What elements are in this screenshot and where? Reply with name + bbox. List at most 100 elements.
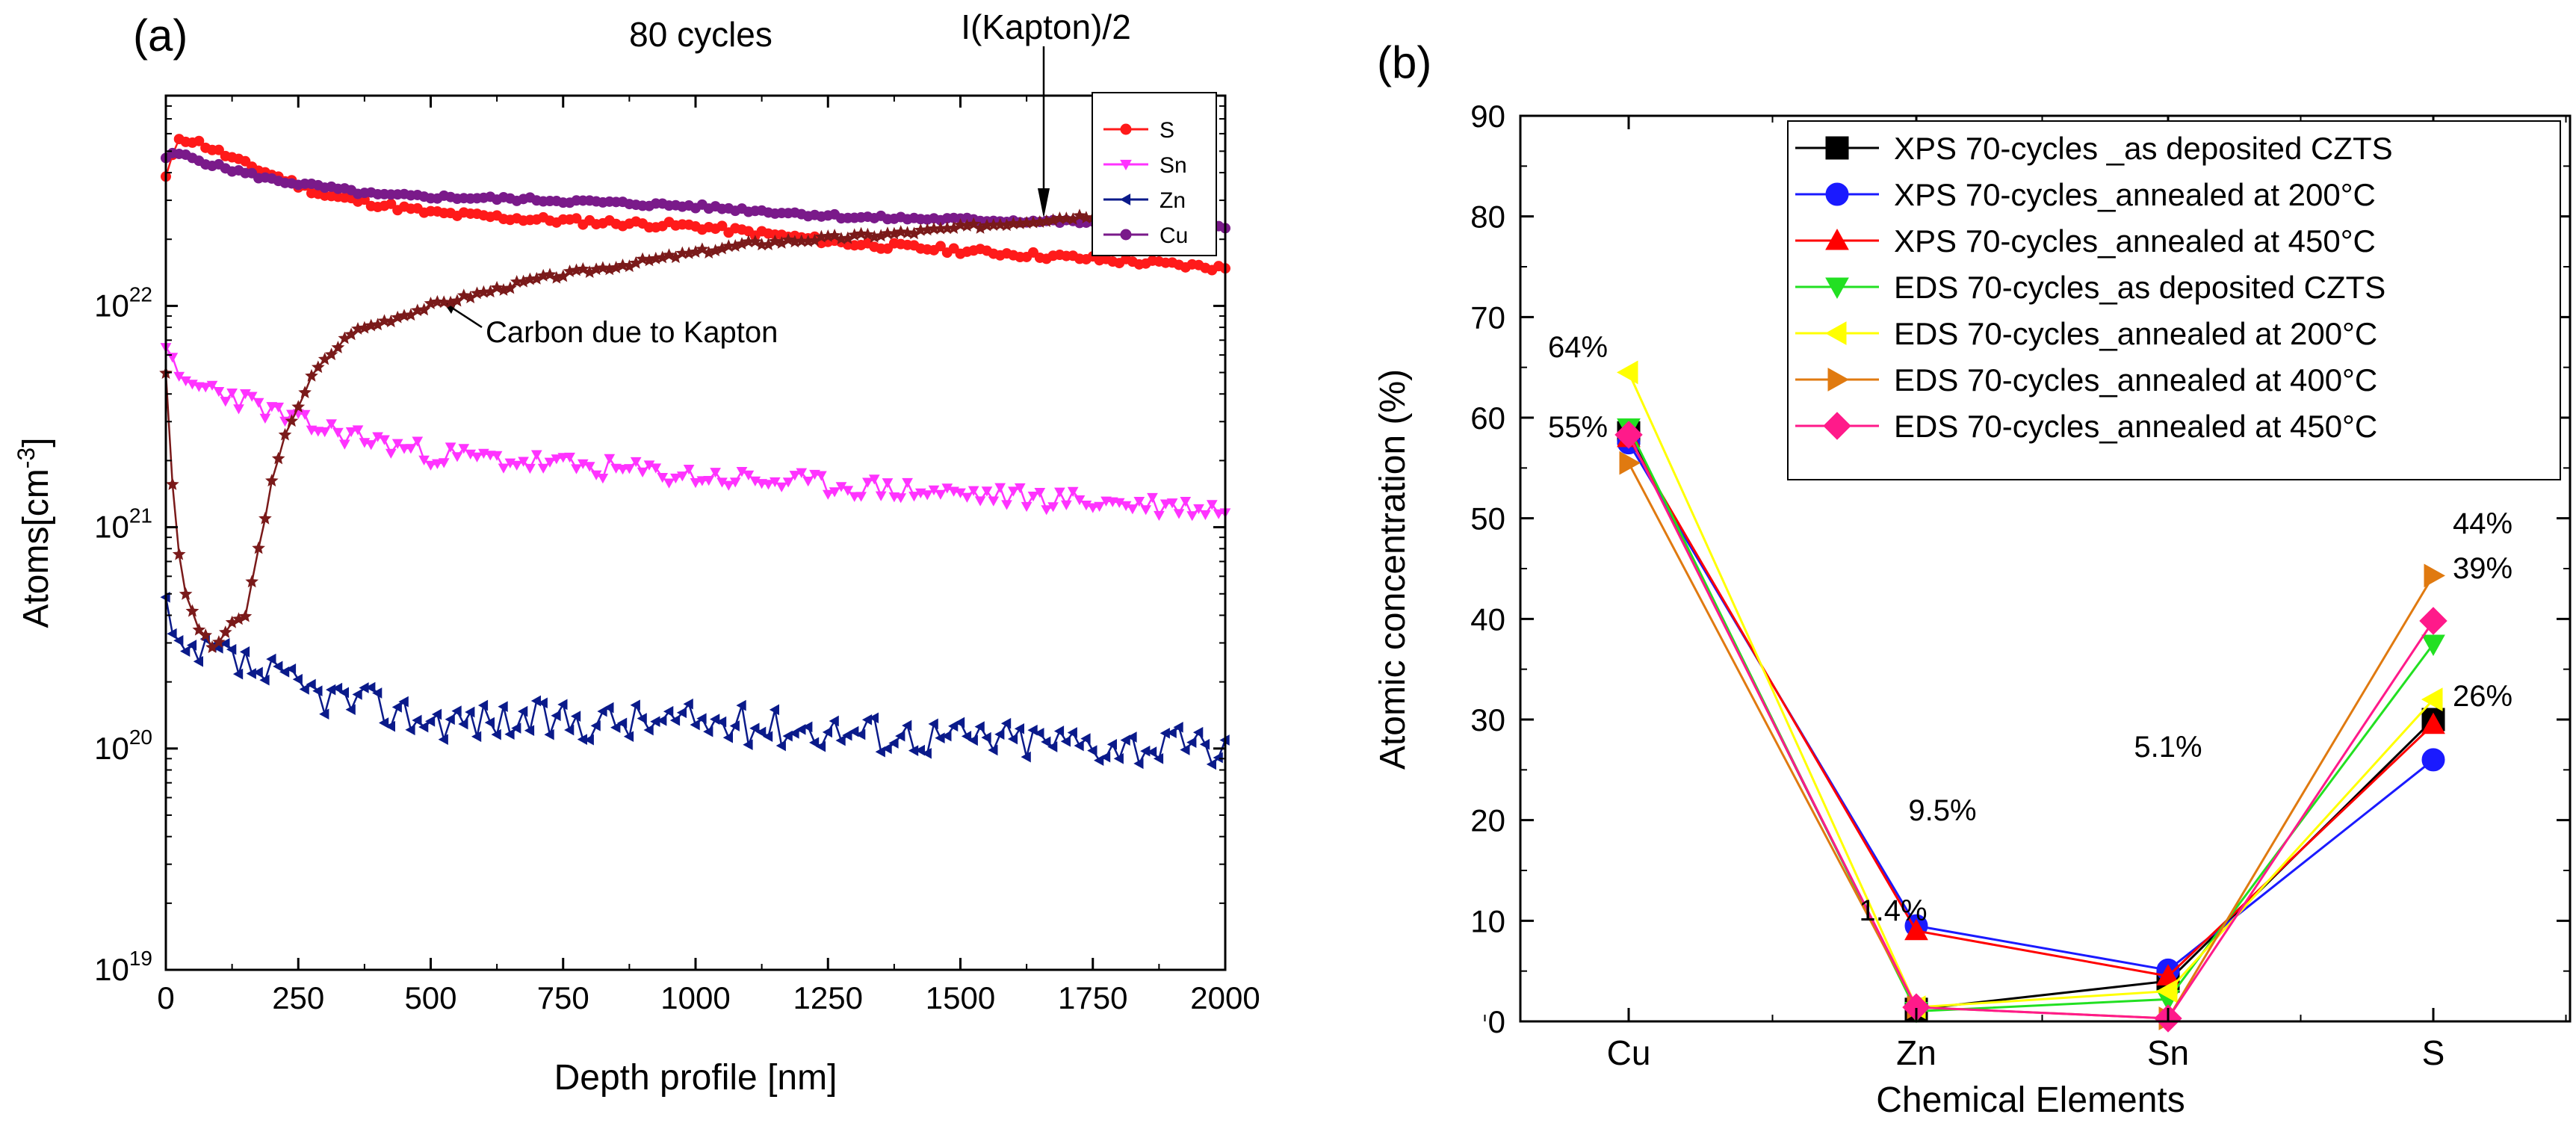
data-point-sn (962, 492, 973, 503)
data-point-zn (1173, 721, 1183, 733)
data-point-sn (789, 471, 801, 481)
data-point-zn (875, 746, 885, 758)
data-point-zn (285, 663, 297, 675)
data-point-zn (888, 737, 899, 749)
data-point-sn (273, 402, 285, 413)
data-point-sn (1074, 495, 1086, 506)
panel-a-legend-entries: S Sn Zn Cu (1103, 118, 1188, 248)
data-point-c (900, 226, 914, 239)
series-sn (160, 343, 1231, 522)
data-point-zn (570, 711, 581, 722)
data-point-sn (299, 409, 311, 421)
data-point-zn (1146, 746, 1157, 758)
data-point (2421, 634, 2445, 657)
data-point-sn (319, 427, 331, 438)
data-point-zn (974, 721, 985, 732)
y-tick-label: 10 (1470, 903, 1505, 938)
annotation-label: 39% (2453, 552, 2512, 585)
data-point-zn (590, 720, 601, 731)
data-point-zn (1087, 745, 1097, 756)
panel-b-legend-box (1787, 120, 2561, 480)
data-point-sn (1087, 503, 1099, 513)
data-point-zn (669, 714, 681, 726)
data-point-c (291, 400, 306, 413)
data-point-sn (1186, 511, 1198, 522)
data-point-zn (1133, 758, 1144, 770)
data-point-sn (471, 452, 483, 462)
data-point-zn (643, 724, 654, 736)
series-zn (160, 591, 1230, 770)
y-tick-label: 70 (1470, 300, 1505, 335)
data-point-zn (935, 732, 945, 744)
data-point-sn (345, 427, 357, 438)
data-point-sn (213, 387, 225, 397)
data-point-sn (518, 457, 529, 467)
legend-marker (1120, 159, 1132, 171)
annotation-label: 26% (2453, 680, 2512, 713)
data-point-sn (722, 480, 734, 491)
data-point-zn (1027, 724, 1038, 736)
y-tick-exponent: 22 (129, 282, 152, 306)
data-point-sn (1180, 497, 1192, 507)
data-point-sn (451, 452, 463, 462)
data-point-sn (1027, 492, 1039, 502)
data-point-zn (690, 719, 700, 731)
data-point-sn (1213, 509, 1224, 519)
data-point-sn (994, 483, 1006, 493)
data-point-zn (1213, 752, 1223, 764)
y-tick-label: 1021 (94, 504, 152, 545)
data-point-sn (1047, 502, 1059, 513)
data-point-sn (1034, 488, 1046, 498)
y-tick-label: 1020 (94, 726, 152, 766)
x-tick-label: 1250 (793, 980, 863, 1015)
data-point-sn (597, 474, 609, 484)
data-point-zn (1021, 751, 1031, 763)
data-point-c (616, 259, 630, 271)
annotation-label: 9.5% (1908, 794, 1976, 827)
data-point-sn (988, 496, 1000, 507)
data-point-sn (624, 464, 635, 474)
y-tick-label: 20 (1470, 803, 1505, 838)
data-point-sn (391, 439, 403, 449)
panel-b-label: (b) (1377, 37, 1431, 87)
data-point-sn (1021, 501, 1032, 513)
x-tick-label: 1750 (1058, 980, 1127, 1015)
y-tick-exponent: 19 (129, 947, 152, 970)
data-point-zn (564, 724, 575, 736)
data-point-sn (1173, 509, 1185, 519)
legend-label: S (1159, 118, 1174, 143)
y-tick-exponent: 20 (129, 726, 152, 749)
data-point-sn (398, 444, 410, 454)
data-point-sn (875, 491, 887, 501)
data-point-zn (961, 731, 972, 742)
data-point-sn (564, 452, 575, 463)
data-point-sn (855, 492, 867, 502)
legend-marker (1823, 412, 1851, 440)
data-point-sn (1140, 505, 1152, 516)
data-point-sn (233, 404, 244, 415)
data-point-zn (438, 734, 448, 746)
data-point-sn (822, 489, 834, 500)
data-point-sn (458, 444, 470, 454)
data-point-zn (1186, 737, 1197, 748)
data-point-zn (1080, 733, 1091, 744)
data-point-c (252, 541, 265, 554)
data-point-c (258, 511, 272, 525)
data-point-zn (1113, 752, 1124, 764)
data-point-sn (935, 489, 947, 500)
data-point-sn (842, 486, 854, 496)
data-point-zn (703, 726, 713, 737)
data-point-zn (372, 687, 383, 699)
data-point-sn (1060, 500, 1072, 511)
data-point-c (298, 386, 312, 398)
panel-a-legend-box (1092, 92, 1217, 256)
data-point-sn (895, 493, 907, 504)
data-point-c (278, 427, 292, 441)
legend-marker (1825, 136, 1849, 160)
data-point-s (935, 241, 946, 252)
data-point-zn (471, 731, 482, 743)
data-point-zn (775, 740, 786, 752)
y-tick-base: 10 (94, 952, 129, 987)
data-point-zn (1000, 717, 1012, 729)
data-point-zn (1153, 752, 1164, 764)
